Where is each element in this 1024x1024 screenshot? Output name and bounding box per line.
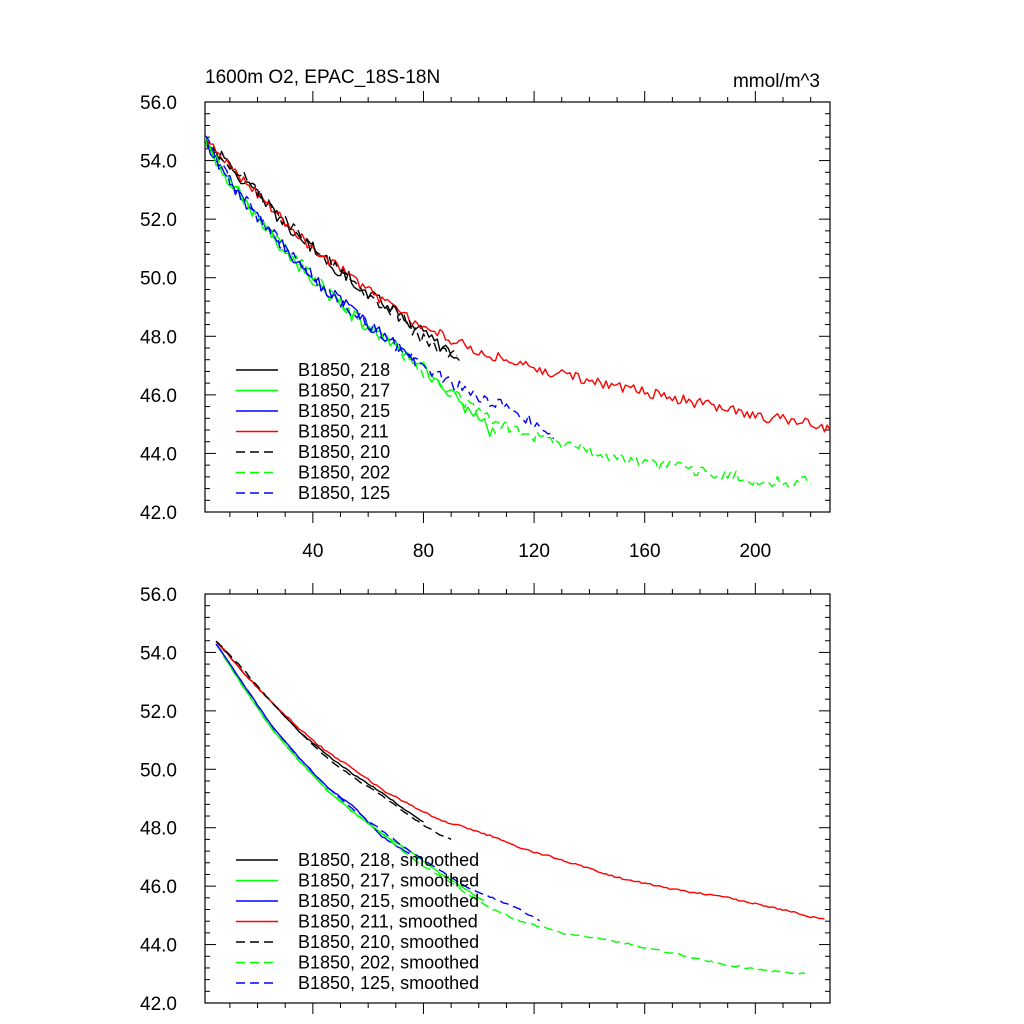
x-tick-label: 200 [739, 541, 771, 562]
y-tick-label: 48.0 [140, 819, 177, 840]
legend-label: B1850, 125, smoothed [298, 973, 479, 993]
series-line-6 [205, 136, 811, 488]
legend-label: B1850, 125 [298, 483, 390, 503]
series-lines [205, 135, 830, 488]
x-axis-ticks [229, 91, 812, 523]
legend-label: B1850, 202, smoothed [298, 953, 479, 973]
legend-label: B1850, 217, smoothed [298, 871, 479, 891]
y-tick-label: 46.0 [140, 877, 177, 898]
series-line-4 [205, 137, 830, 433]
y-tick-label: 52.0 [140, 210, 177, 231]
y-tick-label: 52.0 [140, 702, 177, 723]
legend-label: B1850, 215 [298, 401, 390, 421]
legend-label: B1850, 202 [298, 463, 390, 483]
legend-label: B1850, 211 [298, 422, 389, 442]
plot-frame [204, 593, 831, 1004]
series-line-4 [215, 640, 825, 920]
x-tick-label: 80 [413, 541, 434, 562]
legend-label: B1850, 211, smoothed [298, 912, 478, 932]
y-tick-label: 42.0 [140, 994, 177, 1015]
y-tick-label: 56.0 [140, 93, 177, 114]
y-tick-label: 56.0 [140, 585, 177, 606]
x-tick-label: 160 [629, 541, 661, 562]
y-tick-label: 42.0 [140, 503, 177, 524]
y-tick-label: 46.0 [140, 386, 177, 407]
y-tick-label: 54.0 [140, 643, 177, 664]
y-axis-ticks [205, 593, 830, 1004]
legend-label: B1850, 215, smoothed [298, 891, 479, 911]
y-tick-label: 44.0 [140, 936, 177, 957]
x-axis-ticks [229, 583, 812, 1014]
series-line-7 [205, 135, 555, 440]
chart-title: 1600m O2, EPAC_18S-18N [205, 67, 440, 88]
series-lines [215, 640, 825, 975]
y-tick-label: 50.0 [140, 760, 177, 781]
bottom-chart-panel: 42.0 44.0 46.0 48.0 50.0 52.0 54.0 56.0 B1850, 2… [140, 583, 831, 1015]
legend-label: B1850, 217 [298, 381, 390, 401]
series-line-5 [205, 136, 458, 358]
plot-frame [204, 101, 831, 513]
y-axis-ticks [205, 101, 830, 513]
series-line-1 [205, 138, 460, 361]
legend-label: B1850, 210, smoothed [298, 932, 479, 952]
series-line-6 [215, 643, 806, 975]
y-tick-label: 50.0 [140, 269, 177, 290]
legend-label: B1850, 218 [298, 360, 390, 380]
y-tick-label: 48.0 [140, 327, 177, 348]
y-tick-label: 44.0 [140, 444, 177, 465]
top-chart-panel: 42.0 44.0 46.0 48.0 50.0 52.0 54.0 56.0 40 80 120 1… [140, 67, 831, 562]
x-tick-label: 120 [518, 541, 550, 562]
series-line-5 [215, 640, 452, 841]
x-tick-label: 40 [302, 541, 323, 562]
y-tick-label: 54.0 [140, 152, 177, 173]
legend-label: B1850, 218, smoothed [298, 850, 479, 870]
units-label: mmol/m^3 [733, 71, 820, 92]
legend-label: B1850, 210 [298, 442, 390, 462]
